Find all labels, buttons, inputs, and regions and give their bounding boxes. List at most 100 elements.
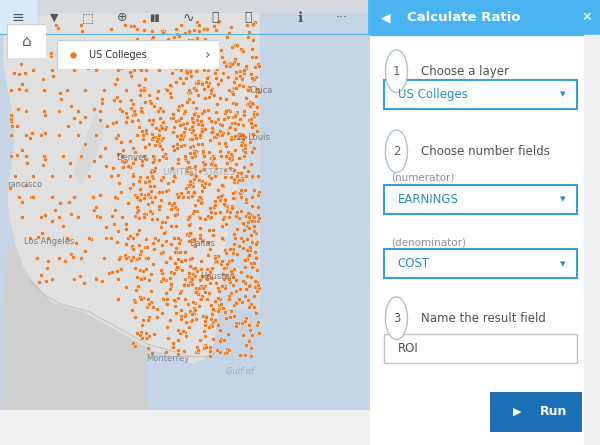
Point (121, 87, 131, 94)
Point (155, 114, 164, 121)
Point (136, 296, 145, 303)
Point (178, 194, 187, 201)
Point (92, 213, 101, 220)
Point (147, 167, 157, 174)
Point (126, 256, 136, 263)
Point (183, 194, 193, 201)
Point (212, 346, 222, 353)
Point (182, 232, 192, 239)
Point (244, 29, 253, 36)
Point (200, 160, 210, 167)
Point (189, 150, 199, 157)
Point (164, 180, 173, 187)
Point (106, 25, 116, 32)
Point (147, 28, 157, 35)
Point (205, 51, 215, 58)
Text: Los Angeles: Los Angeles (24, 237, 74, 247)
Point (224, 125, 234, 132)
Point (128, 111, 138, 118)
Point (158, 248, 167, 255)
Point (168, 143, 178, 150)
Point (199, 183, 209, 190)
Point (213, 321, 223, 328)
Point (185, 150, 195, 157)
Point (137, 158, 146, 165)
Point (139, 27, 149, 34)
Point (128, 254, 138, 261)
Point (156, 278, 166, 285)
Point (134, 206, 143, 213)
Point (218, 235, 227, 242)
Point (215, 302, 224, 309)
Point (254, 189, 264, 196)
Point (169, 199, 178, 206)
Point (219, 265, 229, 272)
Point (69, 66, 79, 73)
Point (56, 95, 66, 102)
Point (188, 98, 198, 105)
Point (121, 46, 131, 53)
Point (240, 144, 250, 151)
Point (250, 283, 260, 290)
Point (182, 69, 192, 76)
FancyBboxPatch shape (57, 40, 219, 69)
Point (25, 234, 34, 241)
Point (77, 255, 86, 262)
Point (219, 115, 229, 122)
Point (147, 121, 157, 128)
Point (183, 42, 193, 49)
Point (139, 211, 148, 218)
Point (185, 255, 194, 262)
Point (168, 49, 178, 56)
Point (226, 289, 236, 296)
Point (17, 198, 27, 206)
Point (243, 33, 253, 40)
Point (202, 53, 211, 60)
Point (125, 185, 135, 192)
Point (194, 290, 203, 297)
Point (248, 101, 258, 108)
Point (221, 96, 231, 103)
FancyBboxPatch shape (384, 334, 577, 363)
Point (238, 332, 248, 339)
Point (5, 184, 15, 191)
Point (226, 164, 235, 171)
Point (228, 189, 238, 196)
Text: rancisco: rancisco (7, 180, 43, 189)
Point (176, 313, 186, 320)
Point (221, 174, 230, 181)
Text: 2: 2 (392, 145, 400, 158)
Point (76, 119, 85, 126)
Point (158, 152, 167, 159)
Point (239, 164, 248, 171)
Point (169, 269, 179, 276)
Point (194, 303, 204, 310)
Point (130, 66, 139, 73)
Point (95, 214, 105, 221)
Point (141, 130, 151, 137)
Point (112, 268, 122, 275)
Point (196, 225, 205, 232)
Point (248, 213, 258, 220)
Point (243, 252, 253, 259)
Point (62, 87, 71, 94)
Point (239, 66, 249, 73)
Point (132, 208, 142, 215)
Point (158, 135, 167, 142)
Point (188, 238, 198, 245)
Point (58, 222, 68, 229)
Point (189, 111, 199, 118)
Point (175, 239, 184, 247)
Point (189, 27, 199, 34)
Point (187, 280, 197, 287)
Text: 1: 1 (392, 65, 400, 78)
Point (245, 281, 255, 288)
Point (176, 287, 186, 294)
Point (194, 177, 204, 184)
Point (235, 154, 245, 162)
Point (238, 136, 248, 143)
Point (172, 117, 181, 125)
Point (29, 193, 38, 200)
Point (232, 85, 241, 92)
Point (77, 152, 86, 159)
